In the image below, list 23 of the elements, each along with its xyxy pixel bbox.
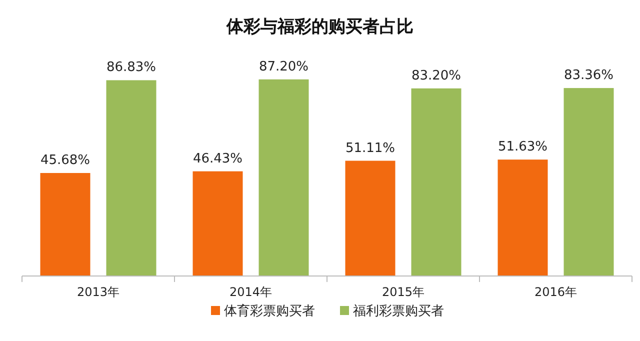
bar: [564, 88, 614, 276]
legend-label: 福利彩票购买者: [353, 304, 444, 319]
data-label: 87.20%: [258, 59, 309, 74]
data-label: 51.63%: [498, 140, 548, 155]
x-tick-label: 2015年: [382, 285, 425, 299]
x-tick-label: 2014年: [229, 285, 272, 299]
data-label: 45.68%: [40, 153, 90, 168]
bar: [40, 173, 90, 276]
bar: [345, 160, 396, 276]
bar: [106, 80, 156, 276]
legend-label: 体育彩票购买者: [224, 303, 315, 319]
bar: [192, 171, 243, 276]
data-label: 46.43%: [192, 151, 243, 166]
bar: [411, 88, 462, 276]
bar: [258, 79, 309, 276]
chart-title: 体彩与福彩的购买者占比: [226, 17, 414, 37]
data-label: 86.83%: [106, 60, 156, 76]
data-label: 83.20%: [411, 68, 462, 84]
data-label: 83.36%: [564, 68, 614, 84]
data-label: 51.11%: [345, 140, 396, 156]
bar: [498, 160, 548, 276]
x-tick-label: 2016年: [534, 285, 578, 299]
x-tick-label: 2013年: [76, 285, 120, 299]
